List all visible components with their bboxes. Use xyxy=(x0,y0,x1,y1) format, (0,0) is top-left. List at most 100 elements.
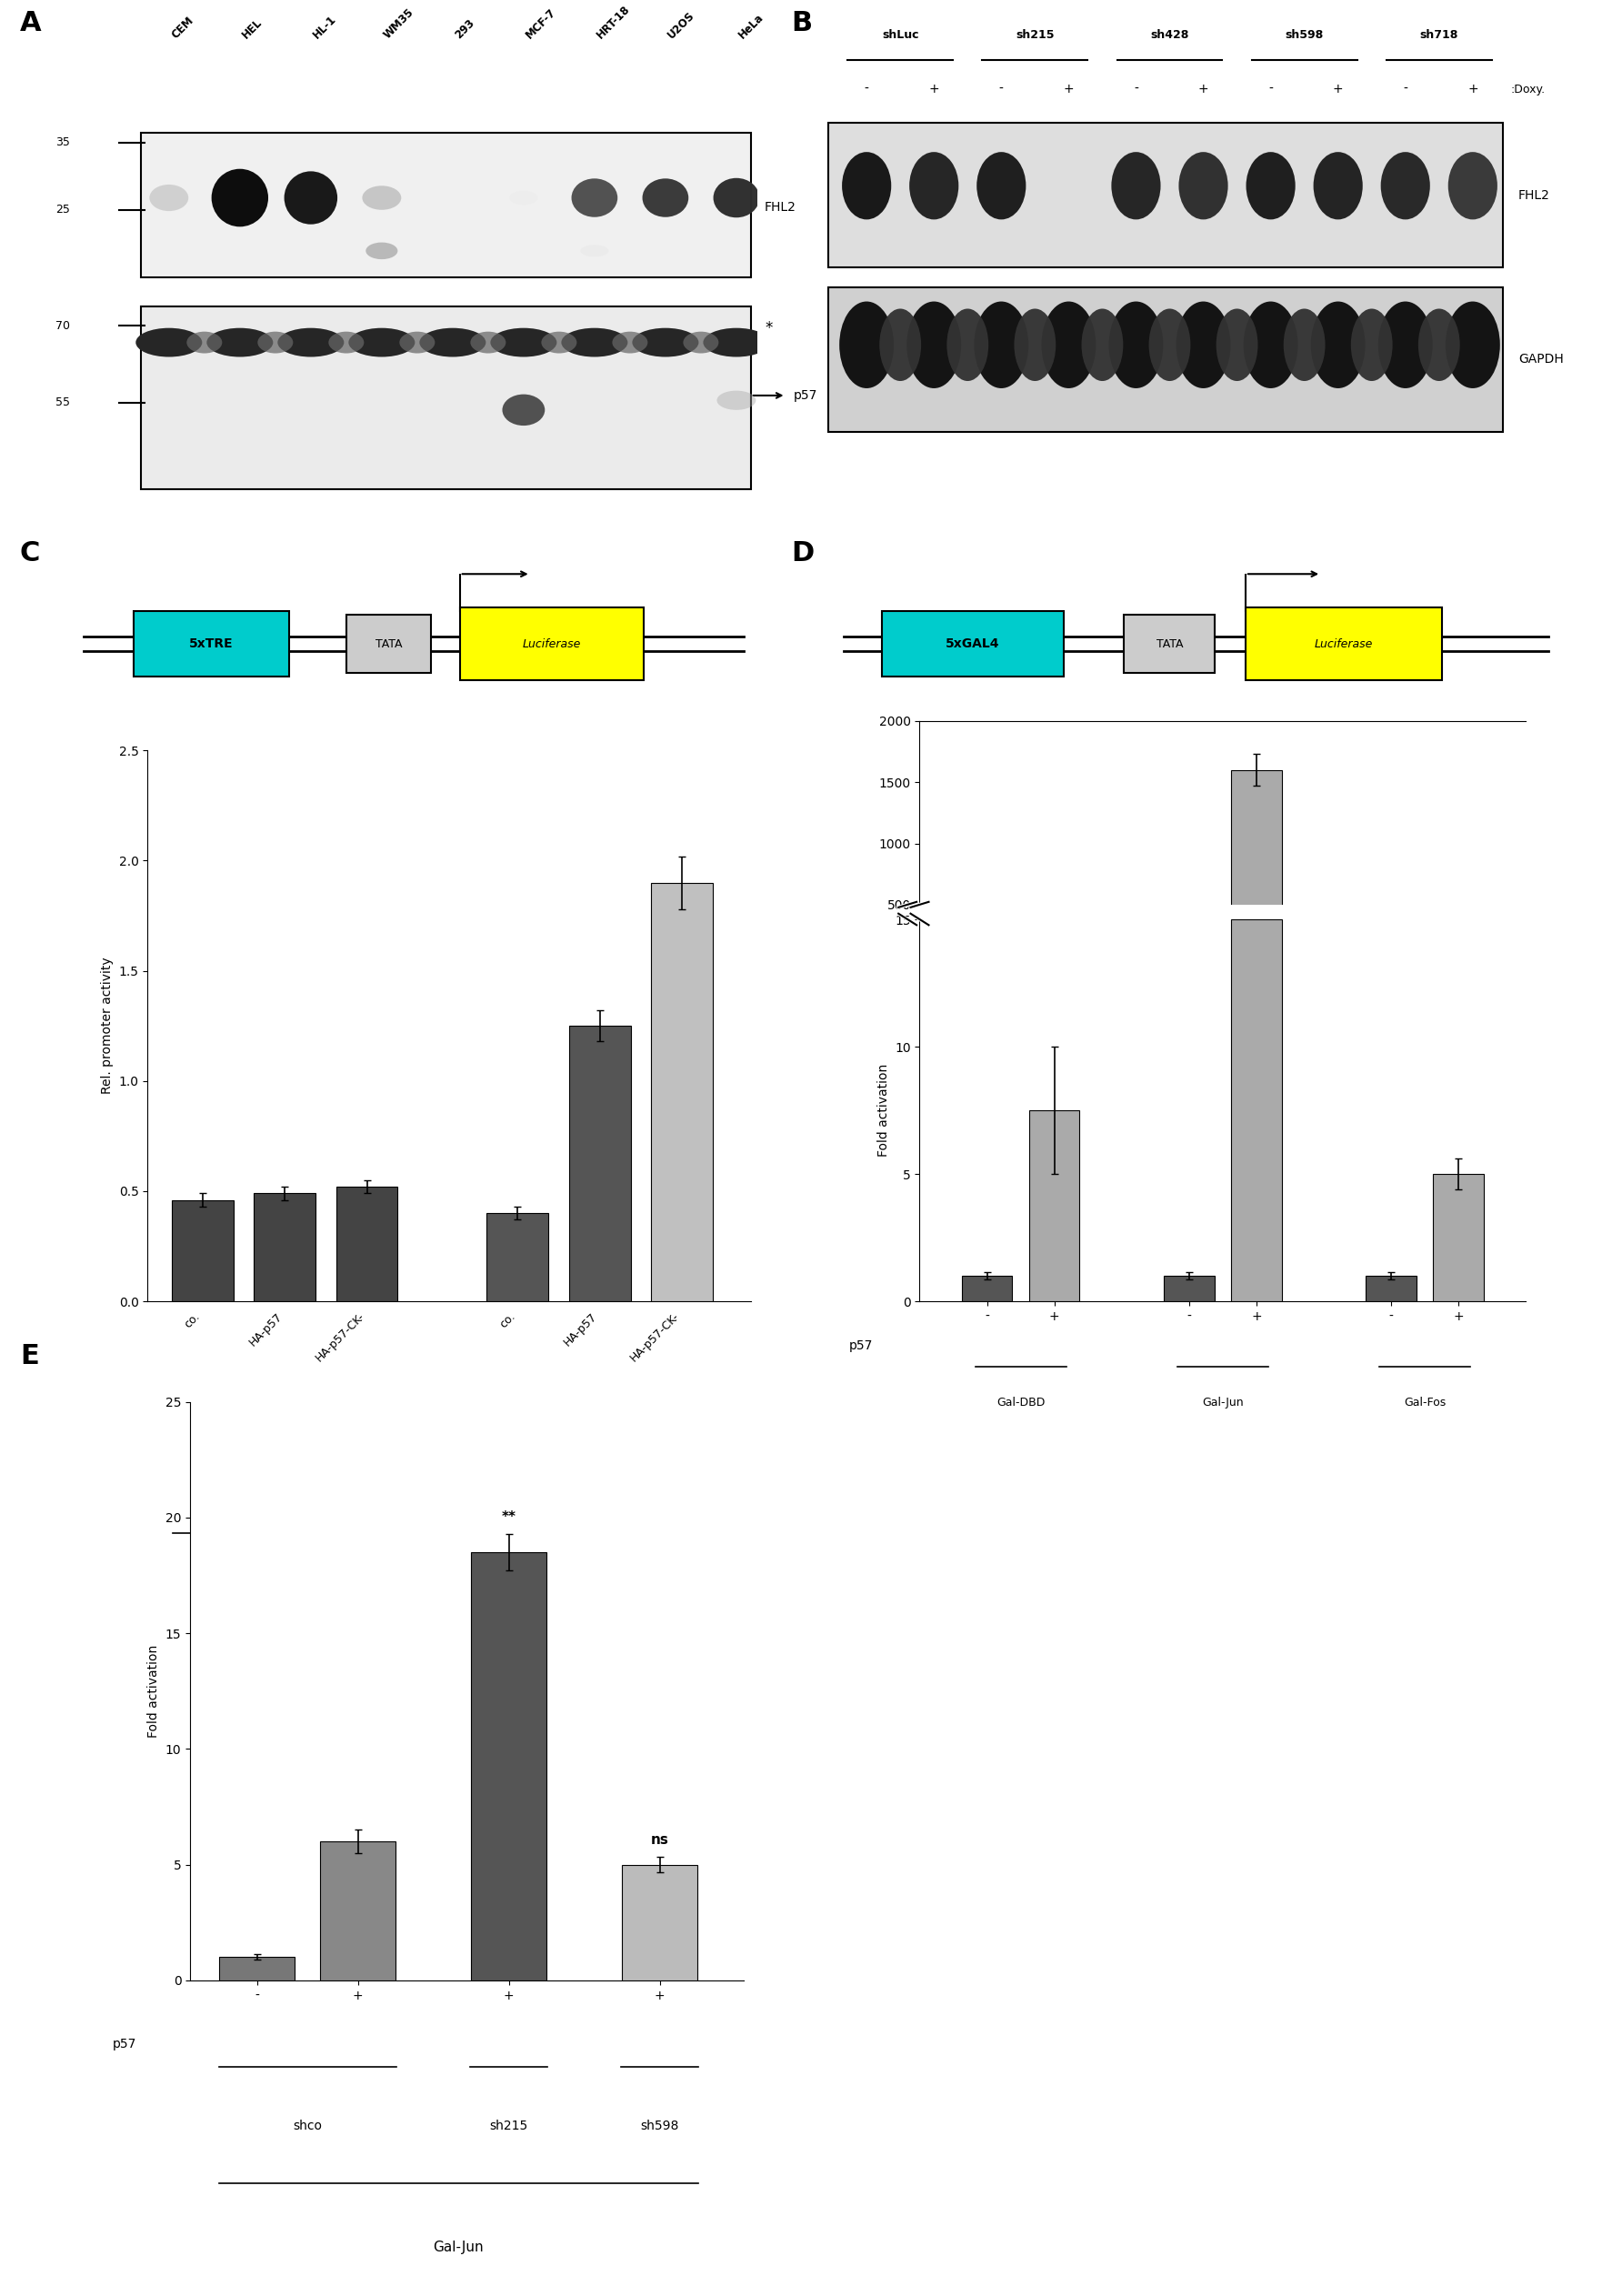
Text: p57: p57 xyxy=(793,388,817,402)
Ellipse shape xyxy=(946,308,988,381)
Ellipse shape xyxy=(632,328,698,356)
Text: MCF-7: MCF-7 xyxy=(524,7,558,41)
Ellipse shape xyxy=(1351,308,1393,381)
Ellipse shape xyxy=(1149,308,1191,381)
Text: HEL: HEL xyxy=(240,16,264,41)
Bar xyxy=(829,124,1502,269)
FancyBboxPatch shape xyxy=(459,606,645,680)
Text: 5xGAL4: 5xGAL4 xyxy=(946,638,999,650)
Ellipse shape xyxy=(1314,152,1362,220)
Text: 70: 70 xyxy=(55,319,69,331)
Text: +: + xyxy=(1467,83,1478,96)
Ellipse shape xyxy=(258,331,293,354)
Ellipse shape xyxy=(642,179,688,218)
Text: A: A xyxy=(19,9,42,37)
Text: +: + xyxy=(1064,83,1074,96)
Text: *: * xyxy=(764,319,772,335)
FancyBboxPatch shape xyxy=(347,615,432,673)
Text: TATA: TATA xyxy=(376,638,403,650)
Ellipse shape xyxy=(419,328,485,356)
Ellipse shape xyxy=(572,179,617,218)
Ellipse shape xyxy=(509,191,538,204)
Ellipse shape xyxy=(542,331,577,354)
Text: 5xTRE: 5xTRE xyxy=(189,638,234,650)
Text: -: - xyxy=(1402,83,1407,96)
Ellipse shape xyxy=(1283,308,1325,381)
Ellipse shape xyxy=(1109,301,1164,388)
Text: CEM: CEM xyxy=(169,14,195,41)
Ellipse shape xyxy=(1082,308,1124,381)
Text: +: + xyxy=(1333,83,1343,96)
Text: B: B xyxy=(791,9,812,37)
Text: 293: 293 xyxy=(453,16,477,41)
Ellipse shape xyxy=(613,331,648,354)
Ellipse shape xyxy=(683,331,719,354)
Ellipse shape xyxy=(1448,152,1498,220)
Ellipse shape xyxy=(150,184,189,211)
Ellipse shape xyxy=(400,331,435,354)
Text: HRT-18: HRT-18 xyxy=(595,2,632,41)
Ellipse shape xyxy=(1111,152,1161,220)
Text: HeLa: HeLa xyxy=(737,11,766,41)
Text: FHL2: FHL2 xyxy=(764,202,796,214)
Ellipse shape xyxy=(1311,301,1365,388)
Ellipse shape xyxy=(1215,308,1257,381)
FancyBboxPatch shape xyxy=(882,611,1064,677)
Ellipse shape xyxy=(471,331,506,354)
Ellipse shape xyxy=(561,328,627,356)
Ellipse shape xyxy=(580,246,609,257)
Text: -: - xyxy=(1133,83,1138,96)
Ellipse shape xyxy=(277,328,343,356)
Ellipse shape xyxy=(206,328,272,356)
Text: -: - xyxy=(999,83,1004,96)
Text: 25: 25 xyxy=(55,204,69,216)
Ellipse shape xyxy=(363,186,401,209)
Text: C: C xyxy=(19,540,40,567)
Text: FHL2: FHL2 xyxy=(1519,188,1549,202)
Text: HL-1: HL-1 xyxy=(311,14,339,41)
FancyBboxPatch shape xyxy=(134,611,290,677)
Ellipse shape xyxy=(348,328,414,356)
Ellipse shape xyxy=(977,152,1025,220)
Ellipse shape xyxy=(1419,308,1460,381)
Text: E: E xyxy=(19,1343,39,1368)
Text: +: + xyxy=(929,83,940,96)
Text: 55: 55 xyxy=(55,397,69,409)
Ellipse shape xyxy=(1041,301,1096,388)
Text: TATA: TATA xyxy=(1156,638,1183,650)
Text: Luciferase: Luciferase xyxy=(1315,638,1373,650)
Bar xyxy=(829,287,1502,432)
Ellipse shape xyxy=(1446,301,1501,388)
Ellipse shape xyxy=(909,152,959,220)
Ellipse shape xyxy=(1243,301,1298,388)
Ellipse shape xyxy=(1246,152,1296,220)
Ellipse shape xyxy=(1014,308,1056,381)
Text: sh598: sh598 xyxy=(1285,30,1323,41)
Text: :Doxy.: :Doxy. xyxy=(1510,83,1546,94)
Ellipse shape xyxy=(490,328,556,356)
Text: GAPDH: GAPDH xyxy=(1519,354,1564,365)
Ellipse shape xyxy=(1378,301,1433,388)
Text: sh215: sh215 xyxy=(1016,30,1054,41)
Ellipse shape xyxy=(187,331,222,354)
Bar xyxy=(140,305,751,489)
Text: U2OS: U2OS xyxy=(666,9,696,41)
Text: D: D xyxy=(791,540,814,567)
Ellipse shape xyxy=(135,328,202,356)
Text: 35: 35 xyxy=(55,135,69,149)
Ellipse shape xyxy=(329,331,364,354)
Ellipse shape xyxy=(717,390,756,411)
Text: sh428: sh428 xyxy=(1151,30,1190,41)
Ellipse shape xyxy=(1178,152,1228,220)
Text: sh718: sh718 xyxy=(1420,30,1459,41)
Text: shLuc: shLuc xyxy=(882,30,919,41)
Ellipse shape xyxy=(841,152,891,220)
Ellipse shape xyxy=(503,395,545,425)
Text: -: - xyxy=(864,83,869,96)
Ellipse shape xyxy=(906,301,961,388)
Ellipse shape xyxy=(1381,152,1430,220)
Ellipse shape xyxy=(211,170,268,227)
Ellipse shape xyxy=(840,301,895,388)
FancyBboxPatch shape xyxy=(1124,615,1215,673)
Bar xyxy=(140,133,751,278)
